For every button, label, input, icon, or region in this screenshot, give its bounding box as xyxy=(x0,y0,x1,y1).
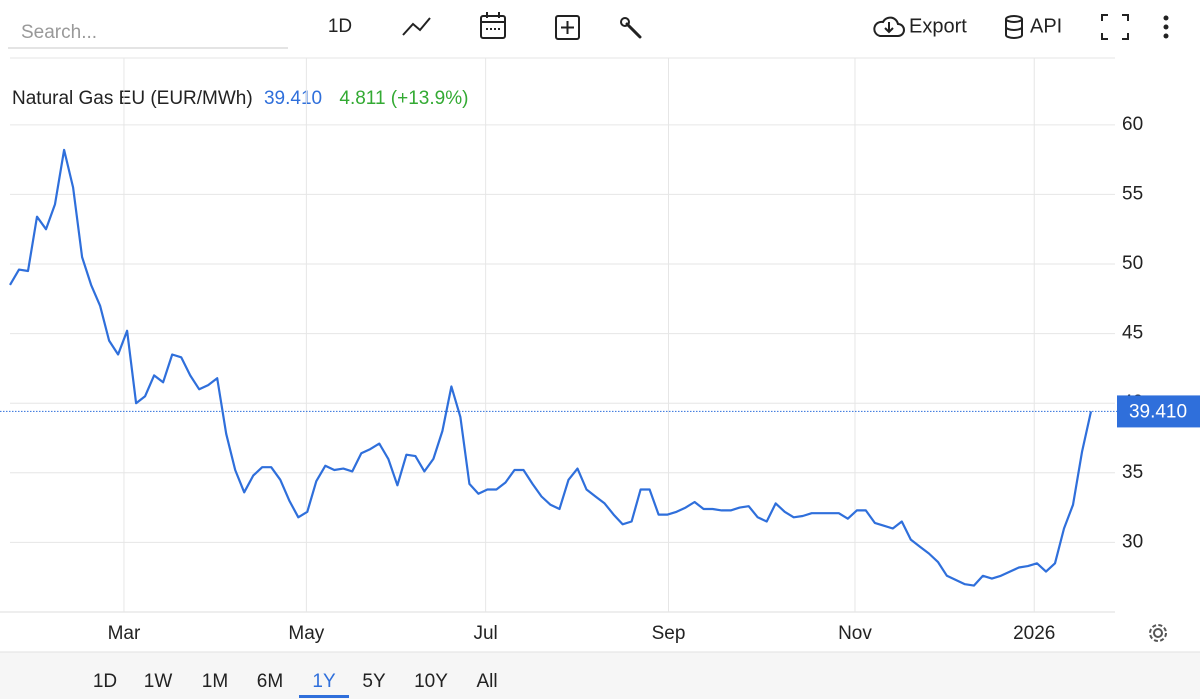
range-button[interactable]: 1D xyxy=(93,671,117,692)
settings-wrench-icon[interactable] xyxy=(620,17,642,39)
legend-name: Natural Gas EU (EUR/MWh) xyxy=(12,88,253,109)
plot: 30354045505560MarMayJulSepNov202639.410 xyxy=(0,57,1200,644)
chart-type-icon[interactable] xyxy=(402,17,431,36)
y-tick-label: 50 xyxy=(1122,253,1143,274)
range-button[interactable]: 6M xyxy=(257,671,283,692)
search-input[interactable]: Search... xyxy=(21,22,97,43)
range-button[interactable]: 1Y xyxy=(312,671,336,692)
price-tag-label: 39.410 xyxy=(1129,401,1187,422)
toolbar: Search... 1D Export API xyxy=(8,12,1169,49)
y-tick-label: 45 xyxy=(1122,323,1143,344)
add-icon[interactable] xyxy=(555,15,580,40)
y-tick-label: 30 xyxy=(1122,531,1143,552)
legend-price: 39.410 xyxy=(264,88,322,109)
legend: Natural Gas EU (EUR/MWh) 39.410 4.811 (+… xyxy=(12,88,468,109)
api-button[interactable]: API xyxy=(1030,15,1062,37)
export-icon[interactable] xyxy=(873,16,905,37)
price-line xyxy=(9,148,1093,587)
interval-button[interactable]: 1D xyxy=(328,16,352,37)
calendar-icon[interactable] xyxy=(480,12,506,39)
x-tick-label: Jul xyxy=(473,623,497,644)
export-button[interactable]: Export xyxy=(909,15,967,37)
range-bar xyxy=(0,652,1200,699)
gear-icon[interactable] xyxy=(1149,624,1167,642)
y-tick-label: 60 xyxy=(1122,114,1143,135)
range-button[interactable]: 1M xyxy=(202,671,228,692)
range-selected-underline xyxy=(299,695,349,698)
range-button[interactable]: All xyxy=(476,671,497,692)
range-buttons: 1D 1W 1M 6M 1Y 5Y 10Y All xyxy=(93,671,498,698)
range-button[interactable]: 5Y xyxy=(362,671,386,692)
api-icon[interactable] xyxy=(1005,15,1023,39)
fullscreen-icon[interactable] xyxy=(1101,14,1129,40)
price-tag-box xyxy=(1117,395,1200,428)
x-tick-label: Mar xyxy=(108,623,141,644)
x-tick-label: Sep xyxy=(652,623,686,644)
legend-change: 4.811 (+13.9%) xyxy=(339,88,468,109)
x-tick-label: 2026 xyxy=(1013,623,1055,644)
range-button[interactable]: 1W xyxy=(144,671,173,692)
y-tick-label: 35 xyxy=(1122,462,1143,483)
x-tick-label: May xyxy=(288,623,324,644)
range-button[interactable]: 10Y xyxy=(414,671,448,692)
y-tick-label: 55 xyxy=(1122,183,1143,204)
more-icon[interactable] xyxy=(1163,15,1169,39)
x-tick-label: Nov xyxy=(838,623,872,644)
